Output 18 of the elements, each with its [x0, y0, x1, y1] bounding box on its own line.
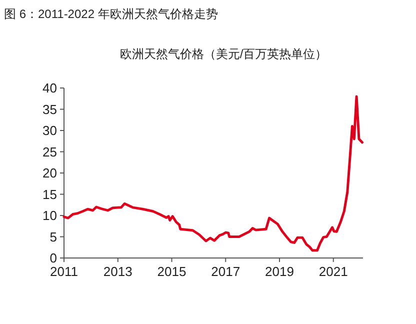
x-tick-label: 2013 [103, 264, 132, 279]
y-tick-label: 0 [50, 250, 57, 266]
y-tick-label: 5 [50, 229, 57, 244]
x-tick-label: 2017 [211, 264, 240, 279]
x-tick-label: 2019 [265, 264, 294, 279]
y-tick-label: 35 [42, 102, 57, 117]
chart-subtitle: 欧洲天然气价格（美元/百万英热单位） [120, 47, 328, 61]
x-tick-label: 2015 [157, 264, 186, 279]
chart-title: 图 6：2011-2022 年欧洲天然气价格走势 [4, 7, 218, 21]
y-tick-label: 40 [42, 80, 57, 96]
y-tick-label: 15 [42, 186, 57, 202]
y-tick-label: 25 [42, 144, 57, 160]
y-tick-label: 20 [42, 166, 57, 180]
x-tick-label: 2021 [318, 264, 348, 279]
y-tick-label: 10 [42, 208, 57, 223]
line-series [62, 95, 364, 252]
y-tick-label: 30 [42, 123, 57, 138]
x-tick-label: 2011 [50, 264, 78, 279]
